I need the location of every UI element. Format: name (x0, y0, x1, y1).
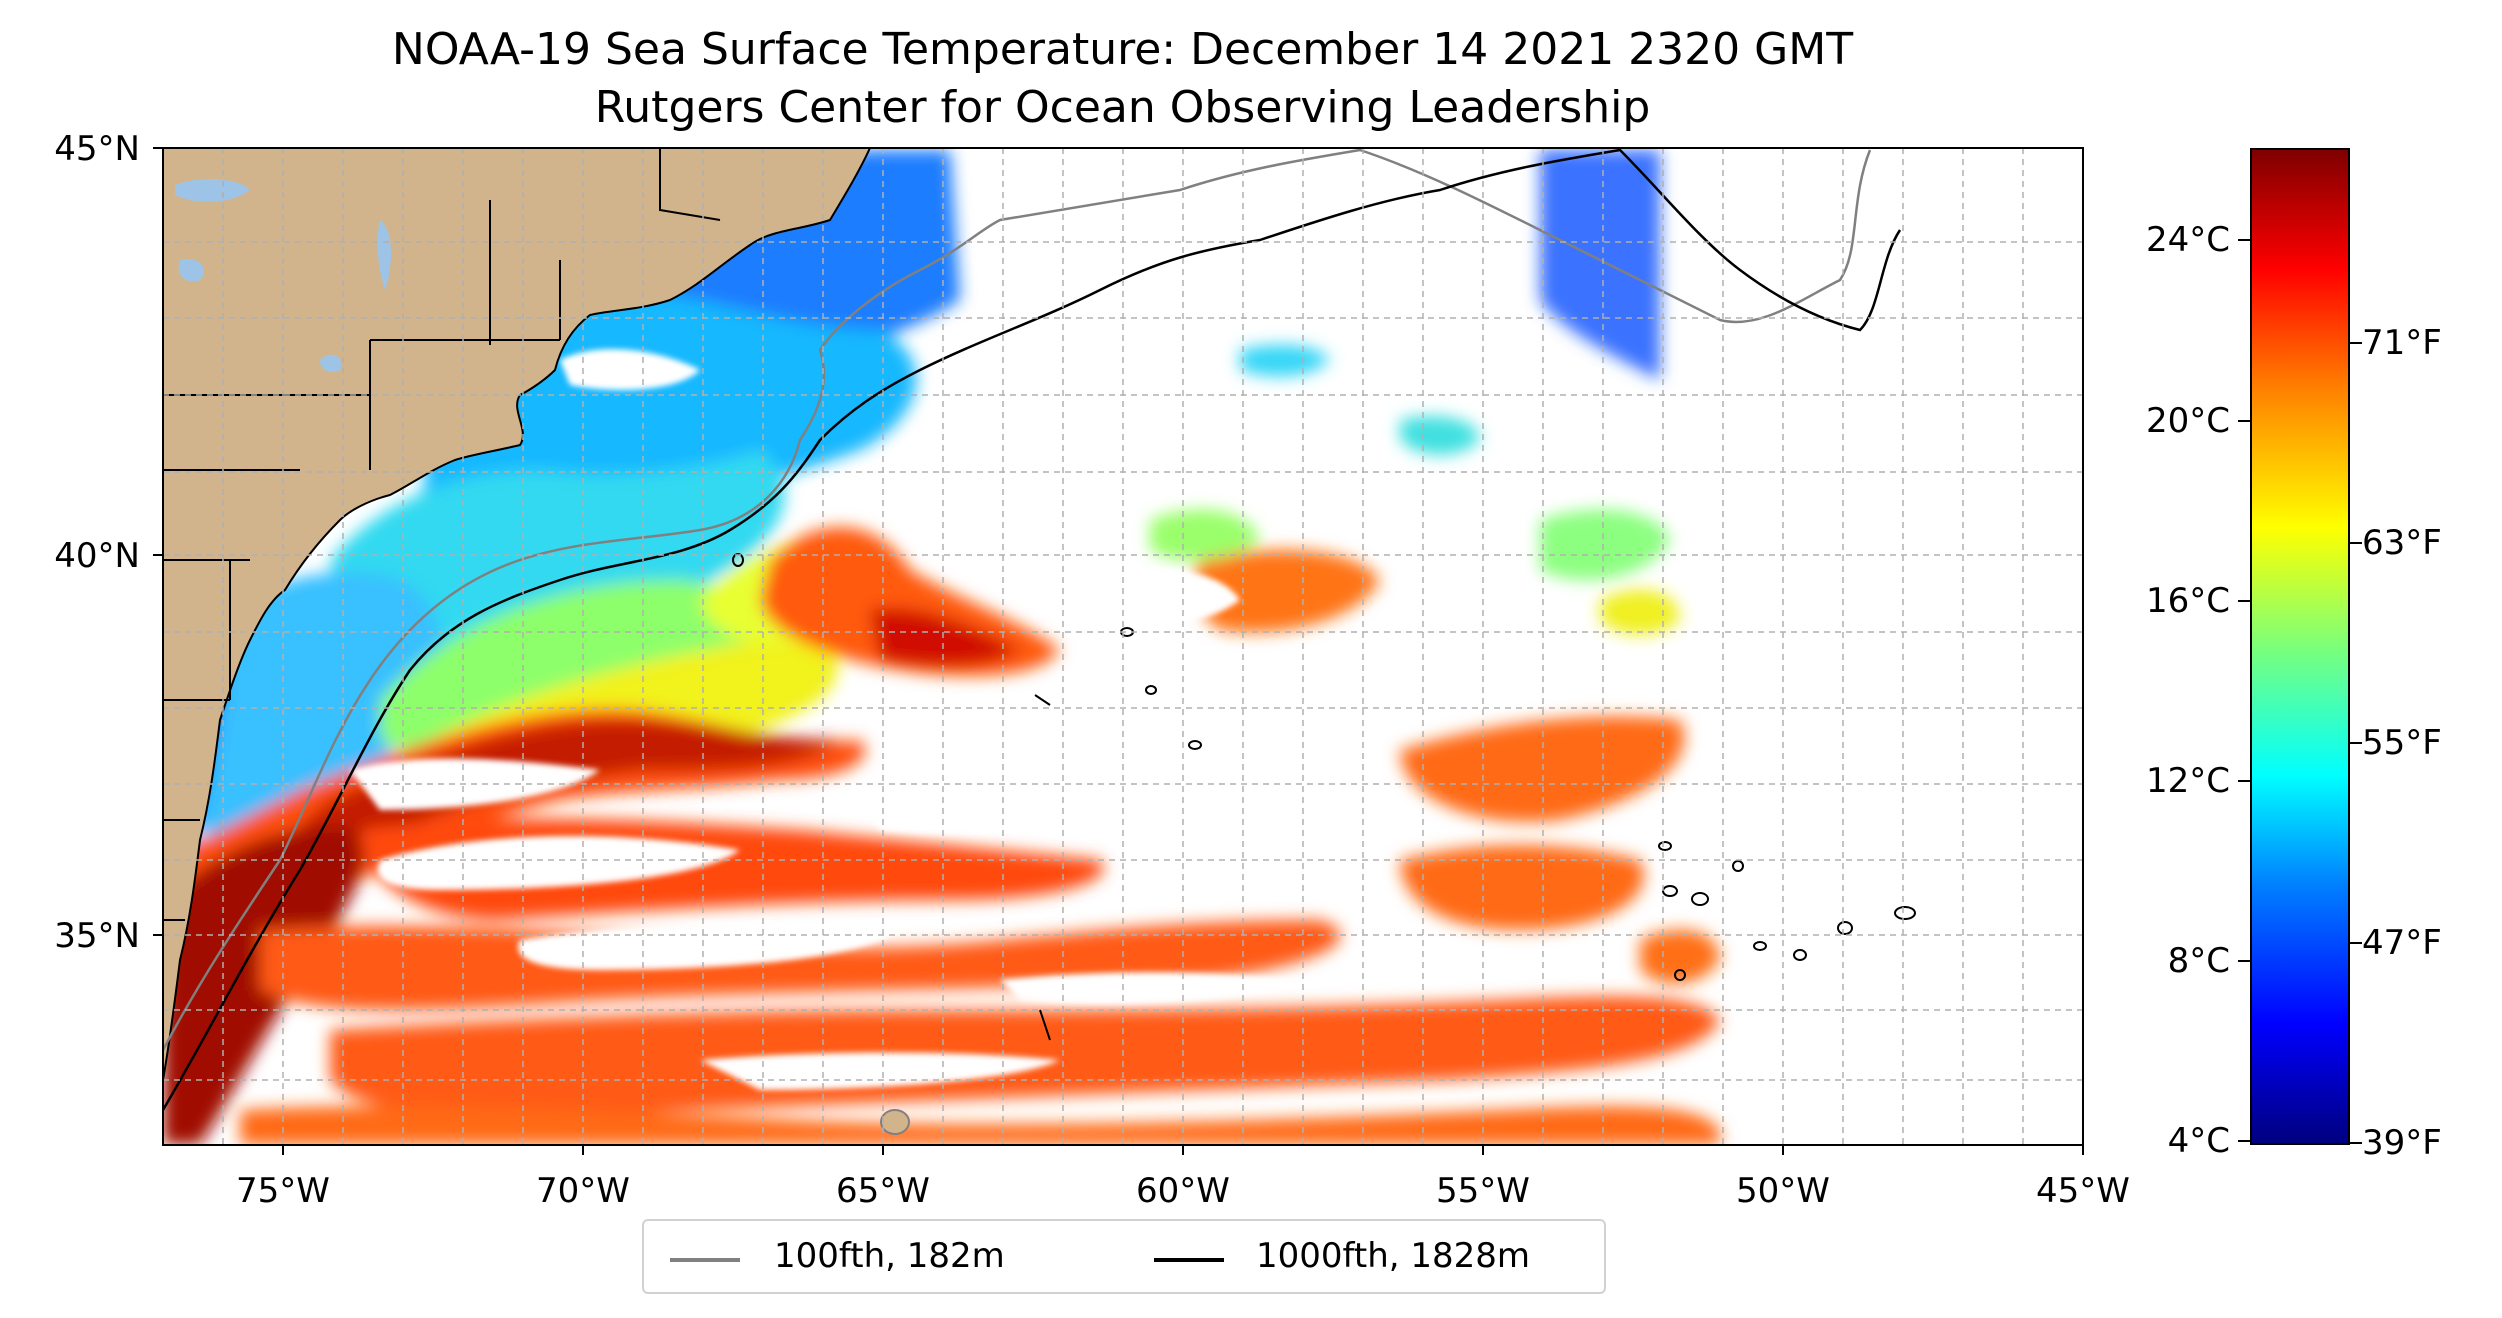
lon-tick-45: 45°W (2036, 1171, 2130, 1211)
land-us-coast (163, 148, 872, 1081)
colorbar-label-16c: 16°C (2145, 581, 2230, 621)
legend-swatch-100fth (670, 1258, 740, 1262)
state-borders (163, 148, 721, 921)
colorbar-label-71f: 71°F (2362, 323, 2442, 363)
legend-swatch-1000fth (1154, 1258, 1224, 1262)
sst-warm-patch-e4 (1640, 929, 1720, 984)
axis-ticks (153, 147, 2084, 1155)
sst-cyan-patch-2 (1240, 344, 1330, 377)
colorbar-label-63f: 63°F (2362, 523, 2442, 563)
colorbar-label-8c: 8°C (2167, 941, 2230, 981)
colorbar-label-47f: 47°F (2362, 923, 2442, 963)
sst-green-patch-1 (1150, 509, 1260, 561)
lon-tick-60: 60°W (1136, 1171, 1230, 1211)
colorbar-label-24c: 24°C (2145, 220, 2230, 260)
contour-100-fathom (163, 148, 1872, 1051)
legend-label-100fth: 100fth, 182m (774, 1236, 1005, 1276)
sst-warm-patch-e1 (1400, 716, 1685, 822)
lat-tick-45: 45°N (54, 129, 140, 169)
lon-tick-70: 70°W (536, 1171, 630, 1211)
sst-warm-ring-core (870, 608, 1020, 667)
colorbar-label-4c: 4°C (2167, 1121, 2230, 1161)
land (163, 148, 872, 1081)
sst-shelf-south (187, 572, 442, 880)
lakes (175, 178, 392, 372)
sst-slope-green (380, 580, 792, 755)
sst-warm-band-3 (330, 996, 1720, 1116)
sst-blue-patch-ne (1540, 150, 1660, 380)
colorbar-label-39f: 39°F (2362, 1123, 2442, 1163)
sst-warm-patch-e3 (1194, 549, 1380, 633)
colorbar-label-20c: 20°C (2145, 401, 2230, 441)
colorbar-label-55f: 55°F (2362, 723, 2442, 763)
sst-warm-band-4 (240, 1105, 1720, 1145)
map-frame (162, 147, 2084, 1146)
lat-tick-35: 35°N (54, 916, 140, 956)
lon-tick-55: 55°W (1436, 1171, 1530, 1211)
gridlines (163, 148, 2083, 1145)
colorbar-label-12c: 12°C (2145, 761, 2230, 801)
contour-1000-fathom (163, 148, 1902, 1111)
map-legend: 100fth, 182m 1000fth, 1828m (642, 1219, 1606, 1294)
lon-tick-75: 75°W (236, 1171, 330, 1211)
seamounts (732, 553, 1916, 1135)
lon-tick-65: 65°W (836, 1171, 930, 1211)
chart-subtitle: Rutgers Center for Ocean Observing Leade… (594, 82, 1651, 133)
lat-tick-40: 40°N (54, 536, 140, 576)
chart-title: NOAA-19 Sea Surface Temperature: Decembe… (391, 24, 1854, 75)
sst-warm-patch-e2 (1400, 845, 1644, 930)
legend-label-1000fth: 1000fth, 1828m (1256, 1236, 1531, 1276)
sst-green-patch-2 (1540, 509, 1670, 580)
sst-yellow-patch-e (1600, 589, 1680, 635)
sst-cyan-patch-1 (1400, 416, 1480, 455)
lon-tick-50: 50°W (1736, 1171, 1830, 1211)
colorbar (2250, 148, 2350, 1145)
